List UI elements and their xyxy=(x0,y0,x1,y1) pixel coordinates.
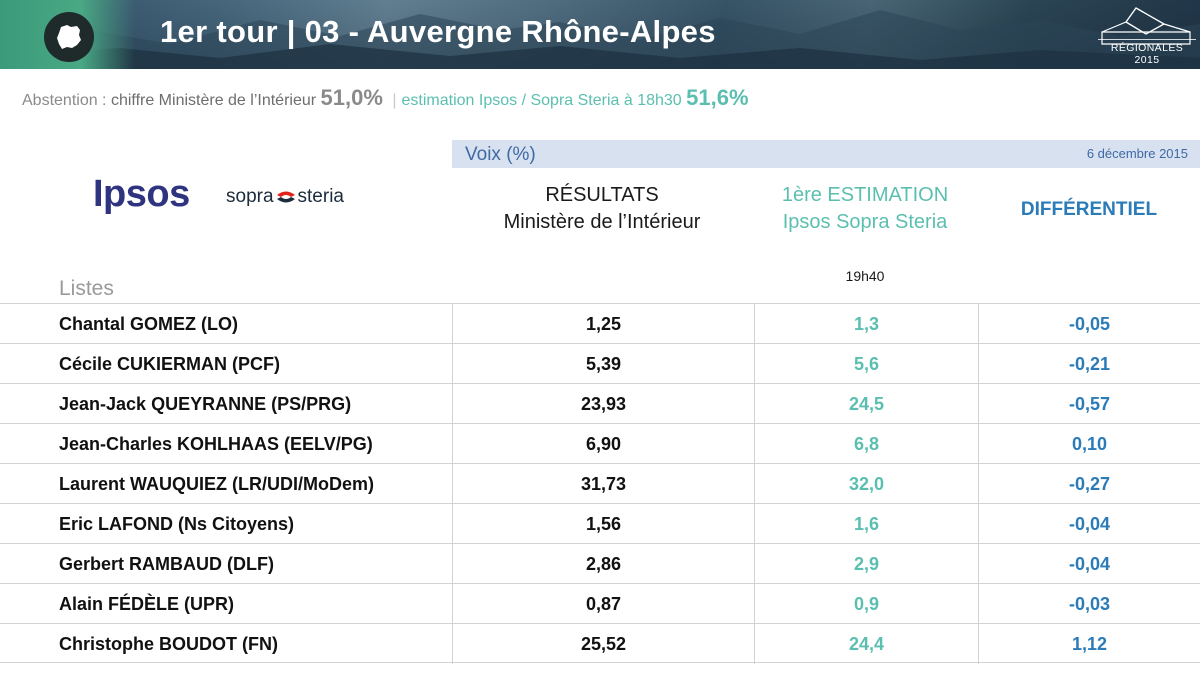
sopra-steria-logo: sopra steria xyxy=(226,186,344,208)
table-row: Jean-Charles KOHLHAAS (EELV/PG) 6,90 6,8… xyxy=(0,423,1200,464)
list-name: Alain FÉDÈLE (UPR) xyxy=(59,594,235,614)
abstention-separator: | xyxy=(392,92,397,109)
differential-value: -0,03 xyxy=(978,584,1200,624)
result-value: 5,39 xyxy=(452,344,754,384)
result-value: 0,87 xyxy=(452,584,754,624)
table-row: Gerbert RAMBAUD (DLF) 2,86 2,9 -0,04 xyxy=(0,543,1200,584)
table-row: Cécile CUKIERMAN (PCF) 5,39 5,6 -0,21 xyxy=(0,343,1200,384)
estimation-value: 1,3 xyxy=(754,304,978,344)
estimation-column-heading: 1ère ESTIMATION Ipsos Sopra Steria xyxy=(754,182,976,236)
table-row: Alain FÉDÈLE (UPR) 0,87 0,9 -0,03 xyxy=(0,583,1200,624)
table-row: Chantal GOMEZ (LO) 1,25 1,3 -0,05 xyxy=(0,303,1200,344)
list-name: Chantal GOMEZ (LO) xyxy=(59,314,238,334)
sopra-text: sopra xyxy=(226,186,274,207)
brand-label: RÉGIONALES 2015 xyxy=(1098,39,1196,66)
results-heading-line2: Ministère de l’Intérieur xyxy=(503,211,701,233)
result-value: 6,90 xyxy=(452,424,754,464)
list-name: Laurent WAUQUIEZ (LR/UDI/MoDem) xyxy=(59,474,374,494)
voix-label: Voix (%) xyxy=(465,144,536,165)
list-name: Cécile CUKIERMAN (PCF) xyxy=(59,354,281,374)
results-column-heading: RÉSULTATS Ministère de l’Intérieur xyxy=(452,182,752,236)
estimation-value: 32,0 xyxy=(754,464,978,504)
list-name: Gerbert RAMBAUD (DLF) xyxy=(59,554,274,574)
table-row: Laurent WAUQUIEZ (LR/UDI/MoDem) 31,73 32… xyxy=(0,463,1200,504)
france-map-icon xyxy=(44,12,94,62)
result-value: 2,86 xyxy=(452,544,754,584)
estimation-value: 5,6 xyxy=(754,344,978,384)
differential-value: -0,04 xyxy=(978,504,1200,544)
differential-value: -0,05 xyxy=(978,304,1200,344)
list-name: Christophe BOUDOT (FN) xyxy=(59,634,278,654)
differential-value: -0,27 xyxy=(978,464,1200,504)
result-value: 1,56 xyxy=(452,504,754,544)
differential-value: -0,04 xyxy=(978,544,1200,584)
result-value: 25,52 xyxy=(452,624,754,664)
page-title: 1er tour | 03 - Auvergne Rhône-Alpes xyxy=(160,14,716,49)
abstention-label: Abstention : xyxy=(22,92,111,109)
differential-column-heading: DIFFÉRENTIEL xyxy=(1020,199,1158,220)
result-value: 31,73 xyxy=(452,464,754,504)
abstention-line: Abstention : chiffre Ministère de l’Inté… xyxy=(22,85,749,111)
ministere-label: chiffre Ministère de l’Intérieur xyxy=(110,92,317,109)
list-name: Eric LAFOND (Ns Citoyens) xyxy=(59,514,295,534)
estimation-time: 19h40 xyxy=(845,268,885,284)
estimation-value: 51,6% xyxy=(686,85,749,110)
estimation-heading-line1: 1ère ESTIMATION xyxy=(781,184,949,206)
list-name: Jean-Charles KOHLHAAS (EELV/PG) xyxy=(59,434,373,454)
result-value: 1,25 xyxy=(452,304,754,344)
voix-header-bar: Voix (%) 6 décembre 2015 xyxy=(452,140,1200,168)
voix-date: 6 décembre 2015 xyxy=(1086,146,1188,161)
table-row: Eric LAFOND (Ns Citoyens) 1,56 1,6 -0,04 xyxy=(0,503,1200,544)
differential-value: 1,12 xyxy=(978,624,1200,664)
estimation-label: estimation Ipsos / Sopra Steria à 18h30 xyxy=(401,92,682,109)
estimation-value: 1,6 xyxy=(754,504,978,544)
list-name: Jean-Jack QUEYRANNE (PS/PRG) xyxy=(59,394,352,414)
header-banner: 1er tour | 03 - Auvergne Rhône-Alpes RÉG… xyxy=(0,0,1200,69)
estimation-value: 0,9 xyxy=(754,584,978,624)
result-value: 23,93 xyxy=(452,384,754,424)
differential-value: 0,10 xyxy=(978,424,1200,464)
differential-value: -0,57 xyxy=(978,384,1200,424)
differential-value: -0,21 xyxy=(978,344,1200,384)
estimation-value: 2,9 xyxy=(754,544,978,584)
ipsos-logo: Ipsos xyxy=(93,173,190,215)
results-heading-line1: RÉSULTATS xyxy=(545,184,659,206)
estimation-value: 24,5 xyxy=(754,384,978,424)
ballot-box-icon xyxy=(1101,7,1191,45)
mountain-background xyxy=(0,10,1200,69)
results-table: Chantal GOMEZ (LO) 1,25 1,3 -0,05 Cécile… xyxy=(0,303,1200,664)
sopra-steria-mark-icon xyxy=(276,191,295,203)
table-row: Christophe BOUDOT (FN) 25,52 24,4 1,12 xyxy=(0,623,1200,664)
steria-text: steria xyxy=(297,186,344,207)
estimation-value: 6,8 xyxy=(754,424,978,464)
table-row: Jean-Jack QUEYRANNE (PS/PRG) 23,93 24,5 … xyxy=(0,383,1200,424)
estimation-value: 24,4 xyxy=(754,624,978,664)
listes-label: Listes xyxy=(59,277,114,300)
ministere-value: 51,0% xyxy=(320,85,383,110)
estimation-heading-line2: Ipsos Sopra Steria xyxy=(782,211,948,233)
